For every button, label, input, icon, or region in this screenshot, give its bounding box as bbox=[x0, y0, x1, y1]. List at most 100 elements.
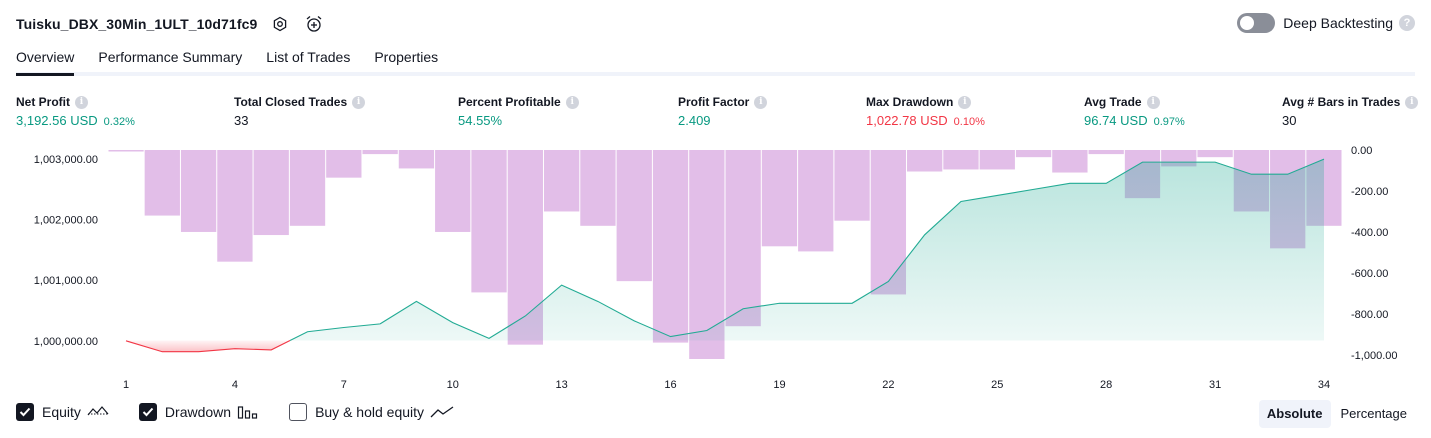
help-icon[interactable]: ? bbox=[1399, 15, 1415, 31]
drawdown-bar bbox=[979, 150, 1015, 170]
metric-total-closed-trades: Total Closed Trades i 33 bbox=[234, 93, 366, 128]
metric-label: Avg # Bars in Trades bbox=[1282, 95, 1401, 109]
y-right-tick-label: 0.00 bbox=[1351, 145, 1372, 157]
chart-legend: Equity Drawdown Buy & hold equity bbox=[16, 403, 484, 421]
metric-percent: 0.32% bbox=[103, 116, 135, 128]
drawdown-bars-icon bbox=[237, 405, 259, 419]
y-axis-right: 0.00 -200.00 -400.00 -600.00 -800.00 -1,000.0… bbox=[1351, 145, 1397, 362]
equity-checkbox[interactable] bbox=[16, 403, 34, 421]
x-tick-label: 22 bbox=[882, 379, 894, 391]
info-icon[interactable]: i bbox=[754, 95, 768, 109]
strategy-title: Tuisku_DBX_30Min_1ULT_10d71fc9 bbox=[16, 16, 258, 32]
metric-label: Percent Profitable bbox=[458, 95, 561, 109]
deep-backtesting-label: Deep Backtesting bbox=[1283, 15, 1393, 31]
metrics-row: Net Profit i 3,192.56 USD 0.32% Total Clos… bbox=[16, 93, 1419, 133]
drawdown-bar bbox=[543, 150, 580, 212]
x-tick-label: 4 bbox=[232, 379, 238, 391]
metric-percent: 0.97% bbox=[1153, 116, 1185, 128]
x-tick-label: 1 bbox=[123, 379, 129, 391]
x-tick-label: 10 bbox=[447, 379, 459, 391]
info-icon[interactable]: i bbox=[1405, 95, 1419, 109]
metric-value: 96.74 USD bbox=[1084, 113, 1148, 128]
tab-bar: Overview Performance Summary List of Tra… bbox=[16, 46, 1415, 76]
metric-value: 2.409 bbox=[678, 113, 711, 128]
percentage-button[interactable]: Percentage bbox=[1340, 406, 1408, 421]
metric-label: Total Closed Trades bbox=[234, 95, 348, 109]
info-icon[interactable]: i bbox=[958, 95, 972, 109]
y-left-tick-label: 1,003,000.00 bbox=[34, 154, 98, 166]
drawdown-bar bbox=[834, 150, 870, 221]
y-right-tick-label: -400.00 bbox=[1351, 227, 1388, 239]
value-mode-switch: Absolute Percentage bbox=[1258, 400, 1415, 428]
x-tick-label: 25 bbox=[991, 379, 1003, 391]
drawdown-bar bbox=[761, 150, 798, 247]
x-tick-label: 19 bbox=[773, 379, 785, 391]
metric-value: 3,192.56 USD bbox=[16, 113, 98, 128]
drawdown-bar bbox=[1015, 150, 1052, 158]
metric-avg-bars-in-trades: Avg # Bars in Trades i 30 bbox=[1282, 93, 1419, 128]
equity-drawdown-chart: 1,000,000.00 1,001,000.00 1,002,000.00 1,00… bbox=[34, 145, 1398, 391]
y-left-tick-label: 1,000,000.00 bbox=[34, 336, 98, 348]
drawdown-bar bbox=[1088, 150, 1124, 155]
y-right-tick-label: -1,000.00 bbox=[1351, 350, 1397, 362]
legend-drawdown[interactable]: Drawdown bbox=[138, 403, 259, 421]
tab-performance-summary[interactable]: Performance Summary bbox=[98, 49, 243, 65]
drawdown-bar bbox=[326, 150, 362, 178]
metric-label: Max Drawdown bbox=[866, 95, 954, 109]
drawdown-bar bbox=[580, 150, 616, 226]
metric-label: Profit Factor bbox=[678, 95, 750, 109]
info-icon[interactable]: i bbox=[1146, 95, 1160, 109]
drawdown-bar bbox=[253, 150, 289, 236]
drawdown-bar bbox=[943, 150, 979, 170]
y-axis-left: 1,000,000.00 1,001,000.00 1,002,000.00 1,00… bbox=[34, 154, 98, 348]
info-icon[interactable]: i bbox=[352, 95, 366, 109]
metric-avg-trade: Avg Trade i 96.74 USD 0.97% bbox=[1084, 93, 1185, 128]
metric-net-profit: Net Profit i 3,192.56 USD 0.32% bbox=[16, 93, 135, 128]
drawdown-checkbox[interactable] bbox=[138, 403, 157, 421]
drawdown-bar bbox=[398, 150, 435, 169]
metric-percent: 0.10% bbox=[953, 116, 985, 128]
drawdown-bar bbox=[725, 150, 761, 327]
x-axis: 1 4 7 10 13 16 19 22 25 28 31 34 bbox=[123, 379, 1330, 391]
drawdown-bars bbox=[108, 150, 1342, 359]
absolute-button[interactable]: Absolute bbox=[1258, 400, 1331, 428]
deep-backtesting-toggle[interactable] bbox=[1237, 13, 1276, 33]
x-tick-label: 16 bbox=[664, 379, 676, 391]
metric-max-drawdown: Max Drawdown i 1,022.78 USD 0.10% bbox=[866, 93, 985, 128]
x-tick-label: 31 bbox=[1209, 379, 1221, 391]
drawdown-bar bbox=[289, 150, 326, 226]
x-tick-label: 7 bbox=[341, 379, 347, 391]
y-right-tick-label: -600.00 bbox=[1351, 268, 1388, 280]
x-tick-label: 28 bbox=[1100, 379, 1112, 391]
drawdown-bar bbox=[907, 150, 943, 172]
drawdown-bar bbox=[1052, 150, 1088, 173]
legend-label: Buy & hold equity bbox=[315, 404, 425, 420]
drawdown-bar bbox=[1197, 150, 1233, 158]
equity-line bbox=[125, 158, 1325, 353]
metric-label: Avg Trade bbox=[1084, 95, 1142, 109]
alarm-add-icon[interactable] bbox=[303, 13, 325, 35]
tab-properties[interactable]: Properties bbox=[374, 49, 439, 65]
equity-line-positive bbox=[289, 158, 1325, 341]
equity-line-icon bbox=[87, 405, 109, 419]
x-tick-label: 13 bbox=[556, 379, 568, 391]
gear-icon[interactable] bbox=[269, 13, 291, 35]
metric-value: 54.55% bbox=[458, 113, 503, 128]
tab-list-of-trades[interactable]: List of Trades bbox=[266, 49, 351, 65]
metric-label: Net Profit bbox=[16, 95, 70, 109]
trend-line-icon bbox=[430, 405, 454, 419]
y-left-tick-label: 1,002,000.00 bbox=[34, 215, 98, 227]
y-left-tick-label: 1,001,000.00 bbox=[34, 275, 98, 287]
info-icon[interactable]: i bbox=[565, 95, 579, 109]
equity-area-positive bbox=[290, 159, 1324, 341]
metric-percent-profitable: Percent Profitable i 54.55% bbox=[458, 93, 579, 128]
drawdown-bar bbox=[471, 150, 507, 293]
legend-buy-hold[interactable]: Buy & hold equity bbox=[289, 403, 454, 421]
drawdown-bar bbox=[144, 150, 180, 216]
tab-overview[interactable]: Overview bbox=[16, 46, 75, 76]
legend-equity[interactable]: Equity bbox=[16, 403, 109, 421]
info-icon[interactable]: i bbox=[75, 95, 88, 109]
legend-label: Drawdown bbox=[164, 404, 232, 420]
drawdown-bar bbox=[616, 150, 652, 282]
buy-hold-checkbox[interactable] bbox=[289, 403, 308, 421]
